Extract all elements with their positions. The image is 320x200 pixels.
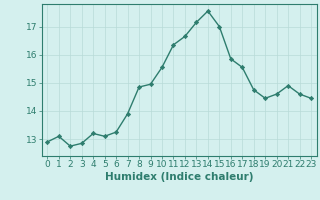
X-axis label: Humidex (Indice chaleur): Humidex (Indice chaleur) [105,172,253,182]
